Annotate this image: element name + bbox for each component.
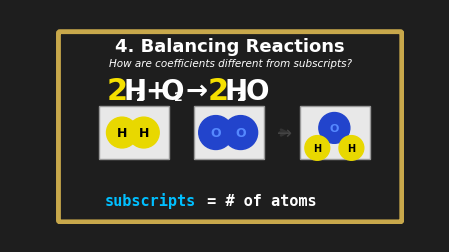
Text: H: H (117, 127, 127, 140)
Circle shape (106, 118, 137, 148)
Text: O: O (235, 127, 246, 140)
Text: H: H (138, 127, 149, 140)
Text: O: O (211, 127, 221, 140)
Text: 2: 2 (106, 77, 128, 106)
Text: H: H (123, 78, 147, 106)
Text: H: H (224, 78, 247, 106)
Text: How are coefficients different from subscripts?: How are coefficients different from subs… (109, 59, 352, 69)
Text: O: O (330, 123, 339, 133)
Text: →: → (185, 79, 208, 105)
Text: 2: 2 (237, 90, 246, 103)
Text: subscripts: subscripts (104, 193, 196, 208)
Circle shape (339, 136, 364, 161)
Circle shape (305, 136, 330, 161)
Text: 2: 2 (136, 90, 145, 103)
Text: O: O (246, 78, 269, 106)
Text: H: H (348, 143, 356, 153)
Text: 4. Balancing Reactions: 4. Balancing Reactions (115, 38, 345, 56)
Circle shape (128, 118, 159, 148)
FancyBboxPatch shape (300, 107, 370, 159)
Circle shape (224, 116, 258, 150)
Text: →: → (277, 124, 292, 142)
Text: O: O (161, 78, 184, 106)
Text: H: H (313, 143, 321, 153)
Text: = # of atoms: = # of atoms (198, 193, 317, 208)
FancyBboxPatch shape (99, 107, 168, 159)
Text: 2: 2 (207, 77, 229, 106)
Circle shape (319, 113, 350, 144)
FancyBboxPatch shape (194, 107, 264, 159)
Circle shape (199, 116, 233, 150)
Text: 2: 2 (174, 90, 183, 103)
Text: +: + (145, 79, 167, 105)
Text: subscripts = # of atoms: subscripts = # of atoms (125, 193, 335, 208)
